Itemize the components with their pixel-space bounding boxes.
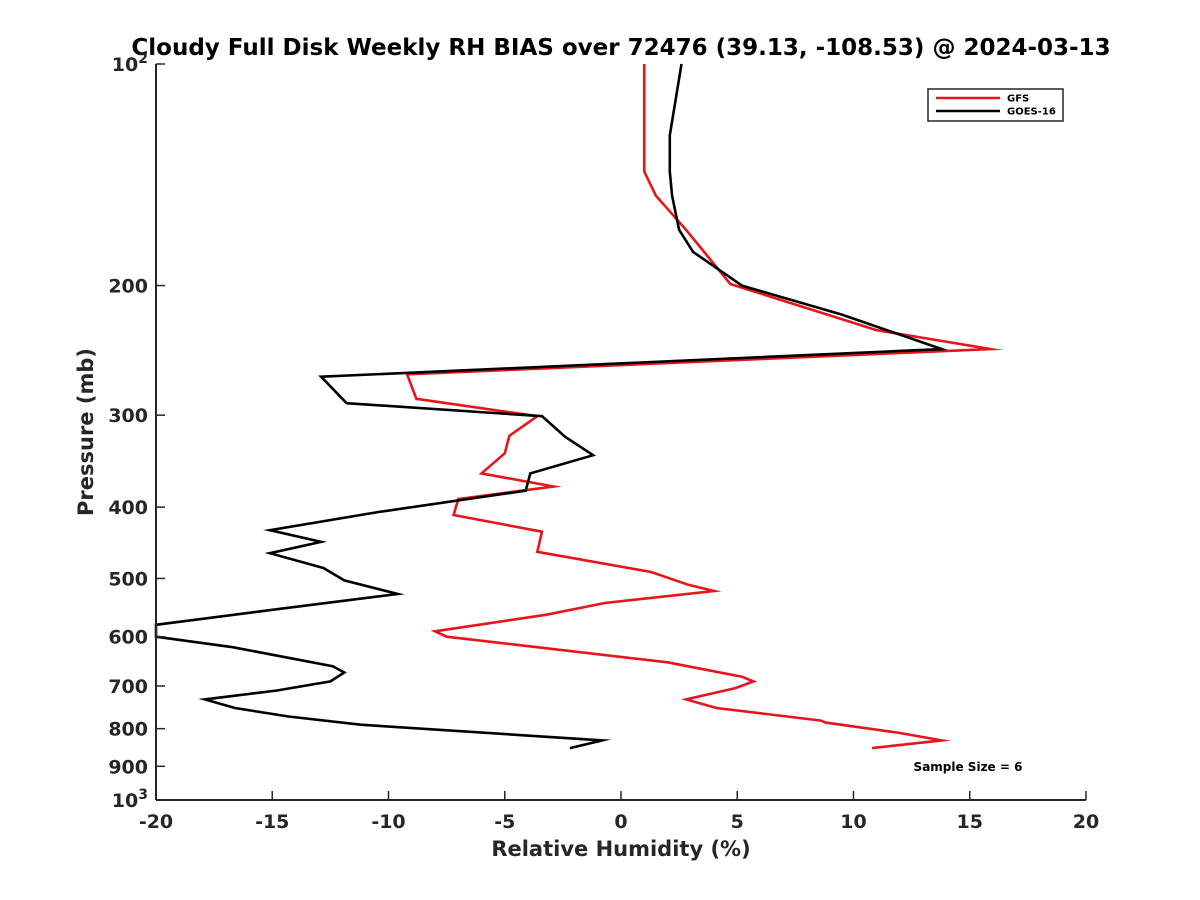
series-line-1 [154,63,949,750]
axes-layer [155,64,1086,801]
legend-box [927,88,1064,122]
x-tick-label: -10 [371,811,405,833]
legend: GFS GOES-16 [927,88,1064,122]
y-tick-label: 600 [108,627,148,649]
x-tick-label: 0 [614,811,627,833]
x-ticks: -20 -15 -10 -5 0 5 10 15 20 [139,791,1099,833]
y-tick-label: 300 [108,405,148,427]
x-tick-label: 5 [731,811,744,833]
x-tick-label: 15 [957,811,983,833]
x-axis-label: Relative Humidity (%) [491,837,750,861]
chart-title: Cloudy Full Disk Weekly RH BIAS over 724… [131,35,1110,61]
x-tick-label: 20 [1073,811,1099,833]
y-tick-label: 200 [108,276,148,298]
legend-label-goes16: GOES-16 [1007,107,1056,118]
y-tick-label: 102 [112,51,148,76]
y-tick-label: 103 [112,787,148,812]
y-ticks: 102 200 300 400 500 600 700 800 900 103 [108,51,165,812]
series-line-0 [405,64,1004,750]
y-tick-label: 700 [108,676,148,698]
y-tick-label: 800 [108,719,148,741]
x-tick-label: -15 [255,811,289,833]
y-axis-label: Pressure (mb) [74,348,98,516]
x-tick-label: -5 [494,811,515,833]
x-tick-label: -20 [139,811,173,833]
y-tick-label: 900 [108,756,148,778]
series-layer [154,63,1004,750]
sample-size-annotation: Sample Size = 6 [914,760,1023,774]
legend-label-gfs: GFS [1007,94,1029,105]
x-tick-label: 10 [840,811,866,833]
y-tick-label: 500 [108,568,148,590]
y-tick-label: 400 [108,497,148,519]
